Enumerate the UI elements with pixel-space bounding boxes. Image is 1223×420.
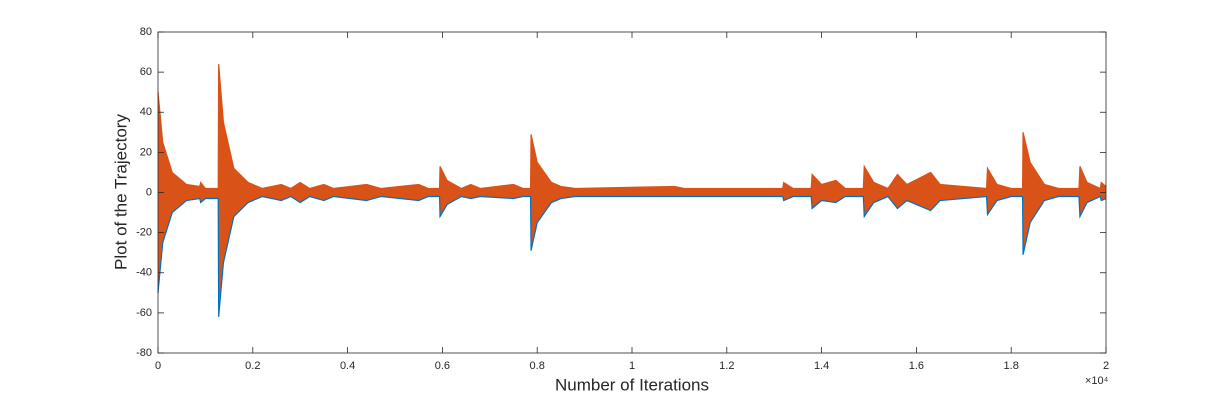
y-tick-label: -40: [136, 267, 152, 279]
trajectory-line: [157, 195, 1107, 317]
x-tick-label: 1.2: [719, 360, 734, 372]
trajectory-line: [157, 64, 1107, 190]
y-tick-label: 0: [146, 186, 152, 198]
x-tick-label: 0.4: [340, 360, 355, 372]
y-tick-label: 60: [140, 66, 152, 78]
y-tick-label: 80: [140, 26, 152, 38]
x-tick-label: 0: [155, 360, 161, 372]
x-tick-label: 0.8: [530, 360, 545, 372]
x-tick-label: 0.6: [435, 360, 450, 372]
x-tick-label: 2: [1103, 360, 1109, 372]
x-tick-label: 1.6: [909, 360, 924, 372]
x-axis-label: Number of Iterations: [555, 375, 709, 394]
x-tick-label: 1.4: [814, 360, 829, 372]
x-tick-label: 1.8: [1004, 360, 1019, 372]
x-multiplier: ×10⁴: [1085, 375, 1109, 387]
trajectory-band: [158, 64, 1106, 317]
y-tick-label: 40: [140, 106, 152, 118]
x-tick-label: 0.2: [245, 360, 260, 372]
y-tick-label: -20: [136, 227, 152, 239]
y-tick-label: -60: [136, 307, 152, 319]
y-tick-label: 20: [140, 146, 152, 158]
y-tick-label: -80: [136, 347, 152, 359]
y-axis-label: Plot of the Trajectory: [111, 114, 130, 270]
x-tick-label: 1: [629, 360, 635, 372]
